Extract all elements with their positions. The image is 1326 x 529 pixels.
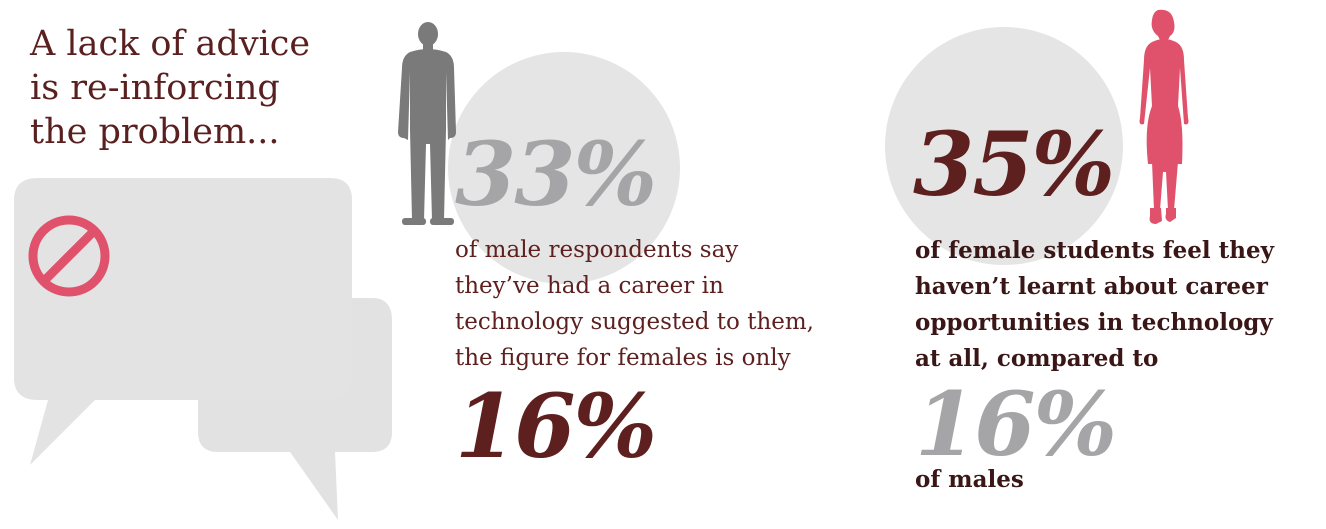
female-stat-circle — [885, 27, 1123, 265]
male-description-line-3: technology suggested to them, — [455, 309, 814, 335]
female-stat-description: of female students feel they haven’t lea… — [915, 233, 1274, 377]
female-description-line-2: haven’t learnt about career — [915, 273, 1268, 300]
woman-silhouette-icon — [1128, 6, 1198, 235]
speech-bubbles-icon — [0, 170, 400, 529]
female-description-line-4: at all, compared to — [915, 345, 1159, 372]
male-description-line-1: of male respondents say — [455, 237, 739, 263]
female-comparison-suffix: of males — [915, 466, 1024, 493]
no-entry-icon — [25, 212, 113, 304]
male-description-line-2: they’ve had a career in — [455, 273, 724, 299]
male-comparison-value: 16% — [455, 374, 657, 478]
male-stat-description: of male respondents say they’ve had a ca… — [455, 232, 814, 376]
female-comparison-value: 16% — [915, 372, 1117, 476]
female-stat-value: 35% — [913, 112, 1115, 216]
female-description-line-3: opportunities in technology — [915, 309, 1273, 336]
headline-line-2: is re-inforcing — [30, 68, 280, 108]
man-silhouette-icon — [390, 20, 460, 234]
female-description-line-1: of female students feel they — [915, 237, 1274, 264]
headline: A lack of advice is re-inforcing the pro… — [30, 22, 360, 154]
male-stat-value: 33% — [455, 122, 657, 226]
headline-line-3: the problem... — [30, 112, 280, 152]
headline-line-1: A lack of advice — [30, 24, 311, 64]
male-description-line-4: the figure for females is only — [455, 345, 791, 371]
male-stat-circle — [448, 52, 680, 284]
